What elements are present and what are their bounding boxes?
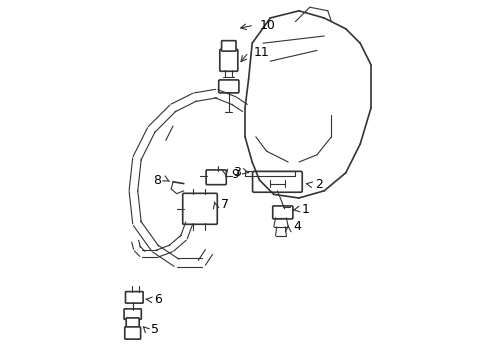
FancyBboxPatch shape xyxy=(220,49,238,71)
Text: 4: 4 xyxy=(294,220,301,233)
Text: 6: 6 xyxy=(154,293,162,306)
Text: 5: 5 xyxy=(151,323,159,336)
Text: 1: 1 xyxy=(302,203,310,216)
FancyBboxPatch shape xyxy=(221,41,236,51)
FancyBboxPatch shape xyxy=(124,309,141,319)
Text: 7: 7 xyxy=(220,198,228,211)
Text: 2: 2 xyxy=(315,178,323,191)
Text: 3: 3 xyxy=(233,166,241,179)
FancyBboxPatch shape xyxy=(126,318,139,328)
Text: 11: 11 xyxy=(254,46,270,59)
FancyBboxPatch shape xyxy=(273,206,293,219)
FancyBboxPatch shape xyxy=(125,292,143,303)
FancyBboxPatch shape xyxy=(125,327,141,339)
Text: 9: 9 xyxy=(231,168,239,181)
FancyBboxPatch shape xyxy=(219,80,239,93)
FancyBboxPatch shape xyxy=(252,171,302,192)
Text: 8: 8 xyxy=(153,174,162,186)
FancyBboxPatch shape xyxy=(183,193,217,224)
Text: 10: 10 xyxy=(259,19,275,32)
FancyBboxPatch shape xyxy=(206,170,226,185)
